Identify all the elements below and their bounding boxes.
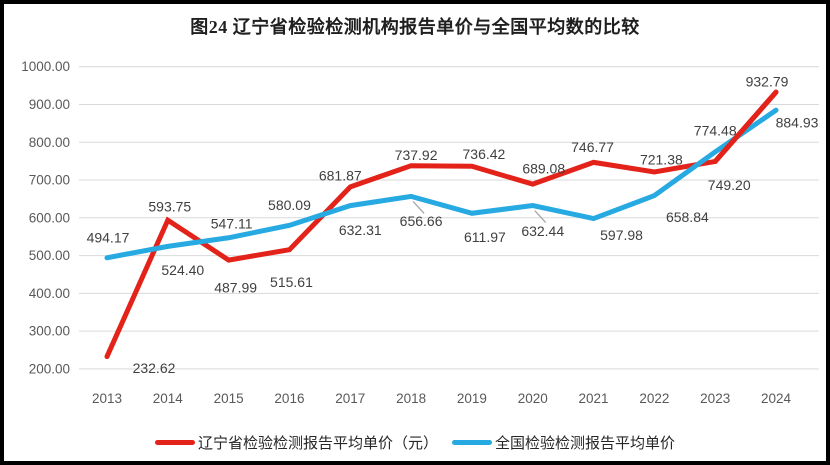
data-label: 737.92 <box>395 147 438 163</box>
legend: 辽宁省检验检测报告平均单价（元） 全国检验检测报告平均单价 <box>4 432 826 453</box>
x-axis-label: 2021 <box>579 391 609 406</box>
y-axis-label: 600.00 <box>29 210 70 225</box>
legend-label-liaoning: 辽宁省检验检测报告平均单价（元） <box>197 436 438 452</box>
y-axis-label: 1000.00 <box>21 59 70 74</box>
data-label: 494.17 <box>87 229 130 245</box>
x-axis-label: 2018 <box>396 391 426 406</box>
y-axis-label: 700.00 <box>29 173 70 188</box>
data-label: 749.20 <box>708 177 751 193</box>
data-label: 580.09 <box>268 197 311 213</box>
y-axis-label: 200.00 <box>29 361 70 376</box>
data-label: 524.40 <box>161 262 204 278</box>
x-axis-label: 2016 <box>274 391 304 406</box>
data-label: 593.75 <box>148 199 191 215</box>
data-label: 547.11 <box>211 215 253 231</box>
data-label: 656.66 <box>400 213 443 229</box>
y-axis-label: 400.00 <box>29 286 70 301</box>
data-label-leader-line <box>534 210 547 223</box>
series-line-liaoning-top-segment <box>712 89 779 164</box>
data-label: 658.84 <box>666 209 709 225</box>
x-axis-label: 2020 <box>518 391 548 406</box>
data-label: 611.97 <box>464 229 506 245</box>
blue-line-swatch-icon <box>452 440 492 445</box>
x-axis-label: 2014 <box>153 391 184 406</box>
y-axis-label: 900.00 <box>29 97 70 112</box>
y-axis-label: 500.00 <box>29 248 70 263</box>
data-label: 681.87 <box>319 167 362 183</box>
x-axis-label: 2013 <box>92 391 122 406</box>
data-label: 597.98 <box>600 227 643 243</box>
data-label: 884.93 <box>776 115 819 131</box>
x-axis-label: 2023 <box>700 391 730 406</box>
series-line-liaoning <box>104 89 779 360</box>
data-label: 632.31 <box>339 222 382 238</box>
x-axis-label: 2022 <box>639 391 669 406</box>
data-label-leader-line <box>412 200 425 214</box>
legend-label-national: 全国检验检测报告平均单价 <box>495 436 676 452</box>
data-label: 515.61 <box>270 274 313 290</box>
legend-item-national: 全国检验检测报告平均单价 <box>452 432 675 453</box>
legend-item-liaoning: 辽宁省检验检测报告平均单价（元） <box>154 432 438 453</box>
data-label: 746.77 <box>571 139 614 155</box>
x-axis-label: 2024 <box>761 391 792 406</box>
x-axis-label: 2017 <box>335 391 365 406</box>
x-axis-label: 2019 <box>457 391 487 406</box>
data-label: 632.44 <box>521 223 564 239</box>
data-label: 689.08 <box>522 161 565 177</box>
x-axis-label: 2015 <box>214 391 244 406</box>
data-label: 736.42 <box>463 146 506 162</box>
red-line-swatch-icon <box>154 440 195 445</box>
data-label: 774.48 <box>694 122 737 138</box>
data-label: 932.79 <box>746 74 789 90</box>
data-label: 232.62 <box>133 360 176 376</box>
series-line-national <box>104 107 779 261</box>
chart-title: 图24 辽宁省检验检测机构报告单价与全国平均数的比较 <box>190 17 640 37</box>
y-axis-label: 300.00 <box>29 324 70 339</box>
data-label: 487.99 <box>214 280 257 296</box>
y-axis-label: 800.00 <box>29 135 70 150</box>
data-label: 721.38 <box>640 151 683 167</box>
